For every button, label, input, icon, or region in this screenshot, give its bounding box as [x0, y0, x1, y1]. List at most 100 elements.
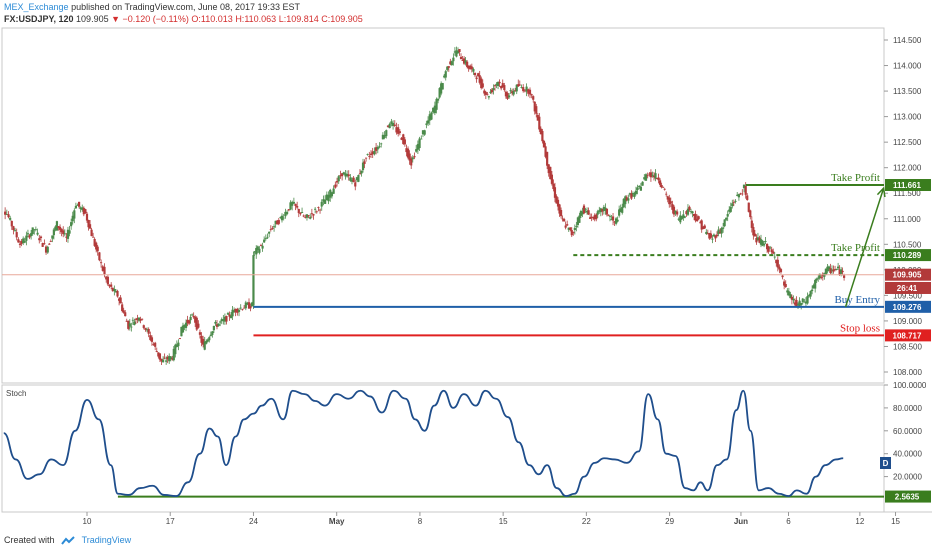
candle-body — [450, 61, 453, 66]
candle-body — [55, 221, 59, 231]
tradingview-brand-link[interactable]: TradingView — [81, 535, 132, 545]
candle-body — [68, 230, 71, 234]
candle-body — [781, 275, 784, 278]
candle-body — [65, 236, 68, 238]
candle-body — [638, 185, 641, 188]
price-label-text: 110.289 — [893, 251, 922, 260]
candle-body — [249, 306, 252, 309]
price-label-text: 108.717 — [893, 331, 922, 340]
candle-body — [139, 318, 142, 321]
candle-body — [739, 193, 742, 195]
candle-body — [655, 178, 659, 180]
candle-body — [174, 344, 177, 355]
price-label-text: 111.661 — [893, 181, 922, 190]
candle-body — [674, 210, 677, 214]
candle-body — [369, 153, 373, 155]
candle-body — [749, 210, 752, 218]
candle-body — [205, 341, 208, 344]
candle-body — [187, 320, 191, 324]
candle-body — [547, 164, 550, 174]
candle-body — [706, 233, 709, 235]
candle-body — [541, 130, 544, 142]
candle-body — [271, 228, 274, 230]
target-arrow-head-icon — [876, 186, 886, 198]
candle-body — [480, 78, 483, 89]
candle-body — [624, 196, 627, 205]
candle-body — [41, 243, 44, 247]
candle-body — [582, 205, 586, 214]
candle-body — [282, 217, 285, 219]
candle-body — [226, 313, 230, 315]
candle-body — [671, 204, 674, 210]
candle-body — [511, 91, 514, 94]
candle-body — [699, 222, 702, 224]
candle-body — [154, 342, 157, 347]
candle-body — [258, 248, 261, 253]
candle-body — [814, 280, 817, 289]
candle-body — [234, 309, 237, 313]
candle-body — [206, 339, 209, 342]
candle-body — [669, 201, 672, 204]
candle-body — [715, 234, 719, 237]
candle-body — [58, 226, 62, 230]
x-tick-label: Jun — [734, 517, 748, 526]
candle-body — [202, 338, 205, 345]
candle-body — [360, 170, 363, 174]
candle-body — [368, 155, 371, 157]
candle-body — [770, 249, 773, 253]
price-tick-label: 112.500 — [893, 138, 922, 147]
candle-body — [111, 287, 114, 292]
last-price: 109.905 — [76, 14, 109, 24]
candle-body — [175, 344, 178, 347]
candle-body — [449, 61, 452, 65]
candle-body — [697, 216, 700, 220]
candle-body — [428, 114, 431, 121]
candle-body — [39, 236, 43, 239]
candle-body — [48, 243, 51, 245]
candle-body — [114, 291, 118, 293]
candle-body — [473, 72, 477, 76]
candle-body — [95, 242, 98, 250]
candle-body — [649, 172, 653, 178]
candle-body — [85, 213, 89, 221]
candle-body — [833, 269, 837, 270]
candle-body — [177, 342, 180, 347]
candle-body — [610, 219, 613, 221]
price-tick-label: 114.000 — [893, 62, 922, 71]
author-link[interactable]: MEX_Exchange — [4, 2, 69, 12]
candle-body — [171, 358, 174, 360]
x-tick-label: 29 — [665, 517, 674, 526]
candle-body — [503, 85, 506, 91]
candle-body — [415, 149, 418, 152]
candle-body — [644, 174, 648, 181]
candle-body — [198, 332, 202, 335]
candle-body — [709, 233, 712, 238]
candle-body — [421, 130, 425, 135]
candle-body — [495, 83, 498, 86]
candle-body — [564, 225, 567, 228]
candle-body — [827, 266, 831, 270]
candle-body — [741, 193, 744, 195]
candle-body — [643, 177, 646, 180]
candle-body — [692, 213, 696, 216]
candle-body — [798, 300, 801, 307]
candle-body — [573, 227, 576, 231]
candle-body — [477, 73, 480, 77]
stoch-d-line — [3, 389, 844, 497]
candle-body — [243, 307, 246, 309]
candle-body — [496, 81, 500, 87]
stoch-tick-label: 20.0000 — [893, 473, 922, 482]
candle-body — [329, 189, 332, 198]
candle-body — [272, 226, 276, 228]
candle-body — [300, 212, 304, 213]
candle-body — [291, 201, 294, 206]
candle-body — [246, 302, 249, 305]
candle-body — [605, 208, 609, 215]
candle-body — [49, 241, 52, 243]
candle-body — [237, 309, 241, 312]
price-pane — [1, 27, 885, 384]
candle-body — [820, 277, 823, 278]
candle-body — [430, 112, 433, 120]
candle-body — [84, 209, 87, 214]
